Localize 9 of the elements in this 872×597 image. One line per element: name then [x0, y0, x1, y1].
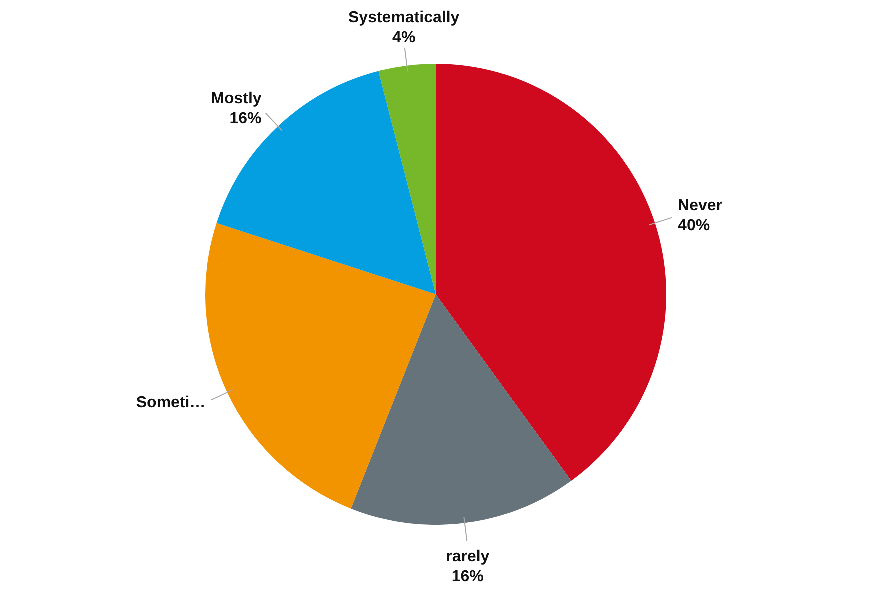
slice-label: Never — [678, 197, 723, 214]
slice-label: Someti… — [136, 394, 206, 412]
data-label: 4% — [392, 29, 416, 46]
slice-label: Systematically — [348, 9, 460, 26]
data-label: 16% — [452, 568, 484, 586]
slice-label: rarely — [446, 548, 490, 566]
data-label: 16% — [230, 110, 262, 128]
data-label: 40% — [678, 217, 710, 234]
slice-label: Mostly — [211, 90, 262, 108]
